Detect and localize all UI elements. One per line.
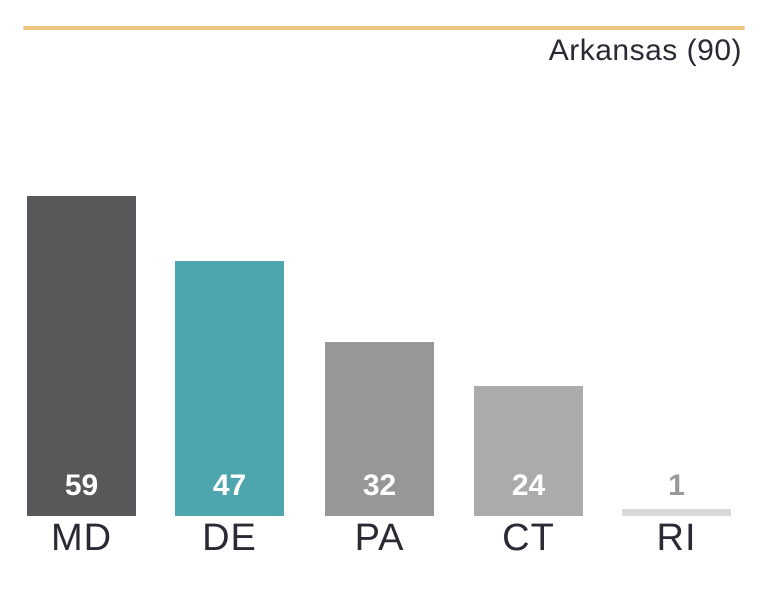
accent-rule: [23, 26, 745, 30]
value-label-ri: 1: [668, 469, 685, 502]
value-label-de: 47: [212, 469, 247, 502]
bar-md: [27, 196, 136, 516]
category-label-pa: PA: [354, 517, 405, 559]
bar-pa: [325, 342, 434, 516]
value-label-ct: 24: [511, 469, 546, 502]
value-label-md: 59: [64, 469, 99, 502]
bar-ct: [474, 386, 583, 516]
category-label-ct: CT: [502, 517, 555, 559]
category-label-ri: RI: [656, 517, 697, 559]
category-label-de: DE: [202, 517, 257, 559]
bar-ri: [622, 509, 731, 516]
bar-de: [175, 261, 284, 516]
category-label-md: MD: [50, 517, 113, 559]
chart-title: Arkansas (90): [548, 34, 742, 67]
value-label-pa: 32: [362, 469, 397, 502]
